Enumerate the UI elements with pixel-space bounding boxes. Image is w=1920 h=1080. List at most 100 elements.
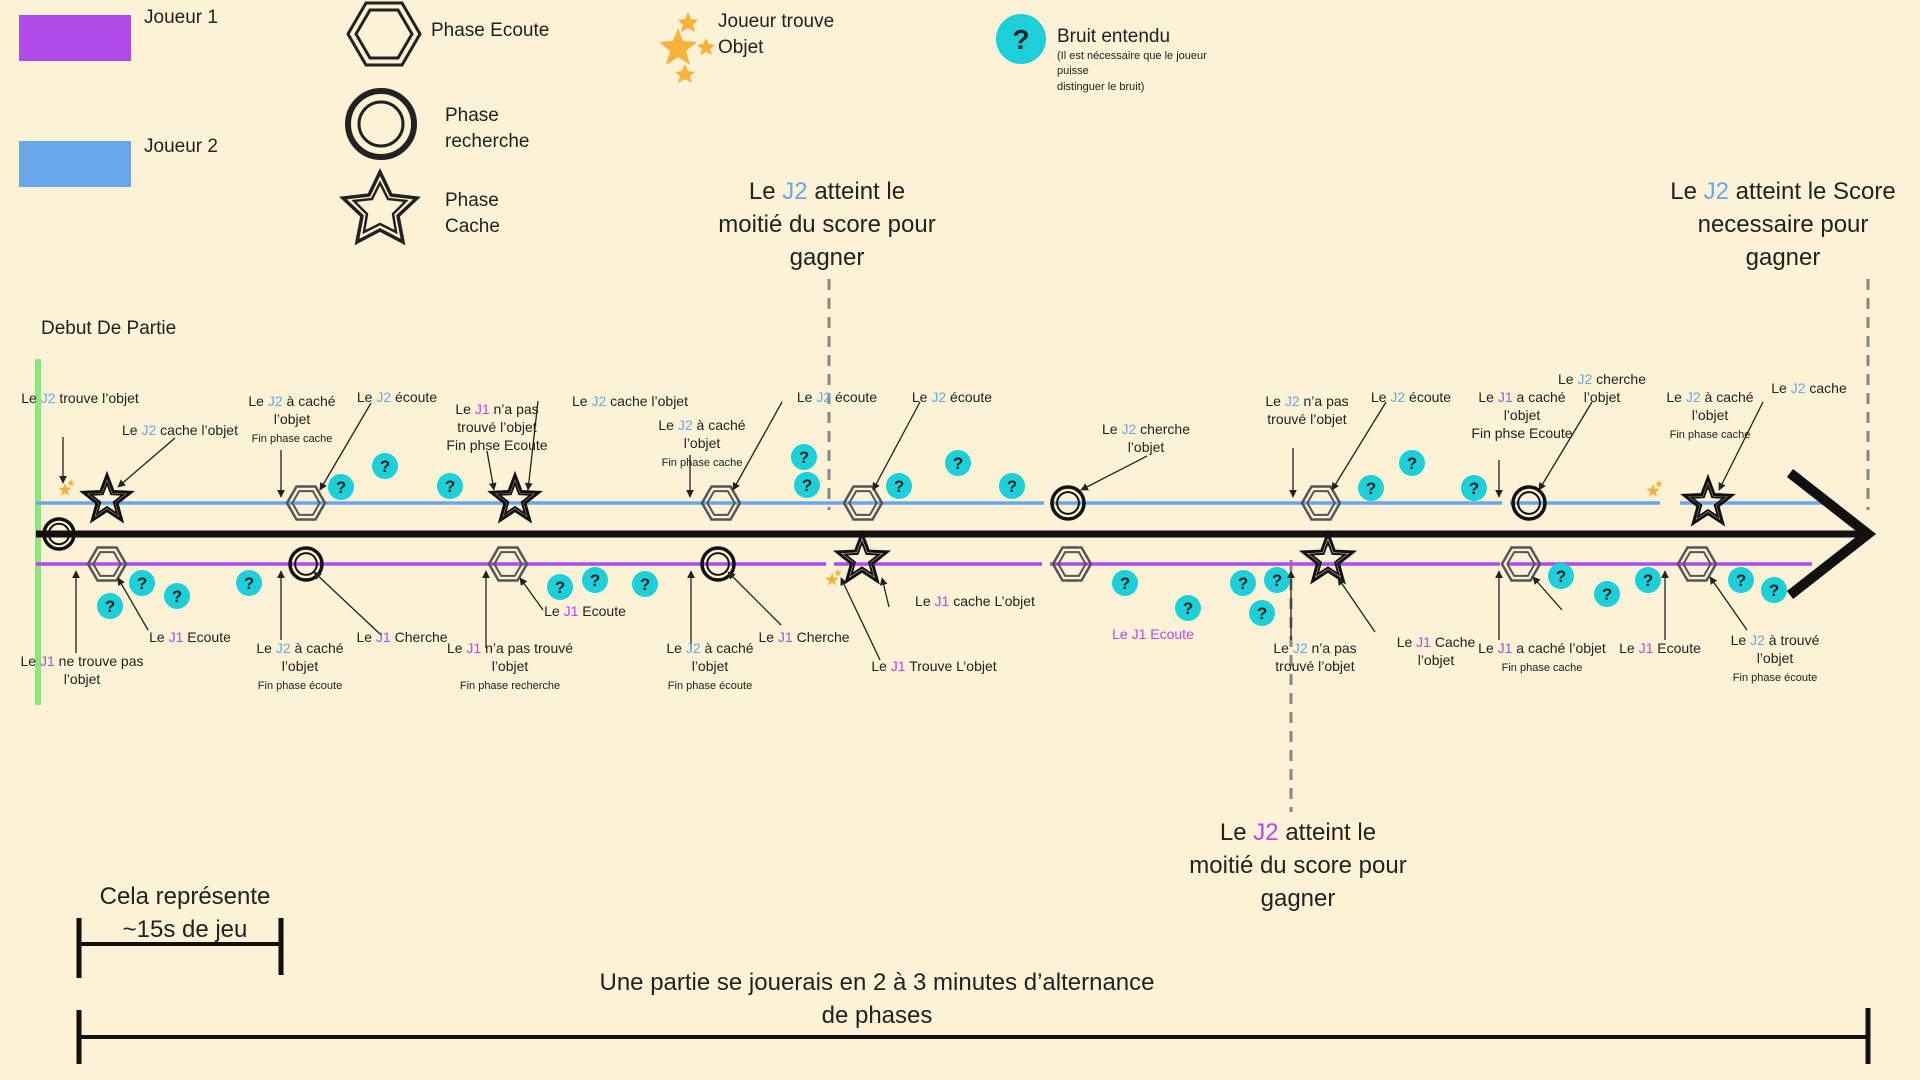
- svg-text:?: ?: [1769, 581, 1779, 600]
- annotation-line: Le J1 Ecoute: [1619, 640, 1701, 656]
- milestone-line: gagner: [1261, 885, 1336, 912]
- noise-bubbles: ????????????????????????????: [97, 444, 1787, 626]
- svg-text:?: ?: [590, 571, 600, 590]
- annotation-line: Fin phse Ecoute: [1471, 425, 1572, 441]
- annotation-arrow: [1532, 576, 1563, 611]
- hide-phase-icon: [339, 167, 421, 246]
- milestone-line: Le J2 atteint le Score: [1670, 178, 1896, 205]
- found-object-label-2: Objet: [718, 37, 764, 58]
- noise-bubble: ?: [1635, 567, 1661, 593]
- milestone-j2-half-bottom: Le J2 atteint le moitié du score pour ga…: [1189, 819, 1406, 912]
- milestone-j2-half-top: Le J2 atteint le moitié du score pour ga…: [718, 178, 935, 271]
- noise-bubble: ?: [372, 453, 398, 479]
- long-scale-label-1: Une partie se jouerais en 2 à 3 minutes …: [600, 969, 1155, 996]
- annotation-line: Le J1 n’a pas: [455, 401, 538, 417]
- svg-text:?: ?: [1120, 574, 1130, 593]
- svg-text:?: ?: [105, 597, 115, 616]
- milestone-line: gagner: [790, 244, 865, 271]
- milestone-j2-win: Le J2 atteint le Score necessaire pour g…: [1670, 178, 1896, 271]
- annotation-line: Le J2 à caché: [666, 640, 753, 656]
- svg-text:?: ?: [1643, 571, 1653, 590]
- annotation-line: Fin phase recherche: [460, 680, 560, 692]
- annotation-line: l’objet: [64, 671, 101, 687]
- annotation-line: Le J2 cache l’objet: [122, 422, 238, 438]
- start-label: Debut De Partie: [41, 318, 176, 339]
- listen-phase-marker: [1051, 546, 1093, 582]
- annotation-line: Fin phase cache: [1670, 429, 1751, 441]
- annotation-label: Le J1 Ecoute: [1619, 640, 1701, 656]
- svg-text:?: ?: [894, 477, 904, 496]
- svg-text:?: ?: [1556, 567, 1566, 586]
- listen-phase-marker: [700, 485, 742, 521]
- noise-bubble: ?: [886, 473, 912, 499]
- annotation-line: Fin phase cache: [252, 433, 333, 445]
- annotation-line: Fin phase écoute: [668, 680, 752, 692]
- hide-phase-marker: [1298, 529, 1358, 585]
- annotation-line: l’objet: [274, 411, 311, 427]
- svg-text:?: ?: [1012, 24, 1029, 55]
- annotation-line: Le J1 ne trouve pas: [21, 653, 144, 669]
- annotation-label: Le J2 cache l’objet: [572, 393, 688, 409]
- annotation-label: Le J1 n’a pas trouvé l’objet Fin phse Ecou…: [446, 401, 547, 453]
- annotation-arrow: [486, 450, 497, 491]
- annotation-line: Le J2 écoute: [1371, 389, 1451, 405]
- annotation-arrow: [313, 571, 382, 636]
- noise-bubble: ?: [1264, 567, 1290, 593]
- listen-phase-marker: [842, 485, 884, 521]
- noise-bubble: ?: [328, 474, 354, 500]
- annotation-label: Le J2 cache l’objet: [122, 422, 238, 438]
- annotation-line: Le J1 Trouve L’objet: [871, 658, 996, 674]
- annotation-line: Le J2 n’a pas: [1273, 640, 1356, 656]
- svg-text:?: ?: [1272, 571, 1282, 590]
- annotation-label: Le J2 n’a pas trouvé l’objet: [1273, 640, 1356, 674]
- milestone-line: moitié du score pour: [718, 211, 935, 238]
- search-phase-marker: [288, 546, 324, 582]
- annotation-line: Le J2 cache l’objet: [572, 393, 688, 409]
- svg-text:?: ?: [380, 457, 390, 476]
- listen-phase-marker: [1676, 546, 1718, 582]
- noise-note-3: distinguer le bruit): [1057, 81, 1144, 93]
- annotation-label: Le J2 écoute: [912, 389, 992, 405]
- annotation-line: Le J2 à caché: [658, 417, 745, 433]
- annotation-arrow: [117, 437, 176, 488]
- player2-label: Joueur 2: [144, 136, 218, 157]
- hide-phase-label-2: Cache: [445, 216, 500, 237]
- milestone-line: Le J2 atteint le: [1220, 819, 1376, 846]
- annotation-line: Le J1 cache L’objet: [915, 593, 1035, 609]
- annotation-line: Fin phase cache: [1502, 662, 1583, 674]
- noise-bubble: ?: [945, 450, 971, 476]
- annotation-label: Le J2 n’a pas trouvé l’objet: [1265, 393, 1348, 427]
- noise-bubble: ?: [1548, 563, 1574, 589]
- search-phase-marker: [1511, 485, 1547, 521]
- annotation-line: Fin phase écoute: [1733, 672, 1817, 684]
- listen-phase-marker: [86, 546, 128, 582]
- found-object-label-1: Joueur trouve: [718, 11, 834, 32]
- noise-note-2: puisse: [1057, 65, 1089, 77]
- annotation-arrow: [1080, 455, 1148, 491]
- annotation-line: l’objet: [1418, 652, 1455, 668]
- annotation-label: Le J1 Ecoute: [544, 603, 626, 619]
- found-object-icon: [659, 12, 715, 83]
- annotation-label: Le J2 écoute: [357, 389, 437, 405]
- annotation-line: Le J1 a caché: [1478, 389, 1565, 405]
- annotation-line: Le J2 écoute: [797, 389, 877, 405]
- noise-bubble: ?: [129, 570, 155, 596]
- annotation-line: l’objet: [684, 435, 721, 451]
- noise-bubble: ?: [999, 473, 1025, 499]
- annotation-line: l’objet: [1692, 407, 1729, 423]
- svg-text:?: ?: [445, 477, 455, 496]
- annotation-arrow: [1709, 576, 1748, 631]
- annotation-label: Le J2 cherche l’objet: [1102, 421, 1190, 455]
- annotation-label: Le J2 écoute: [1371, 389, 1451, 405]
- noise-bubble: ?: [1594, 581, 1620, 607]
- phase-icons: [42, 470, 1736, 585]
- annotation-line: Fin phase cache: [662, 457, 743, 469]
- search-phase-marker: [42, 517, 76, 551]
- annotation-line: trouvé l’objet: [1275, 658, 1354, 674]
- annotation-arrow: [117, 577, 149, 631]
- annotation-line: l’objet: [1584, 389, 1621, 405]
- hide-phase-marker: [832, 529, 892, 585]
- hide-phase-marker: [1680, 473, 1736, 527]
- milestone-line: moitié du score pour: [1189, 852, 1406, 879]
- annotation-arrow: [524, 400, 539, 491]
